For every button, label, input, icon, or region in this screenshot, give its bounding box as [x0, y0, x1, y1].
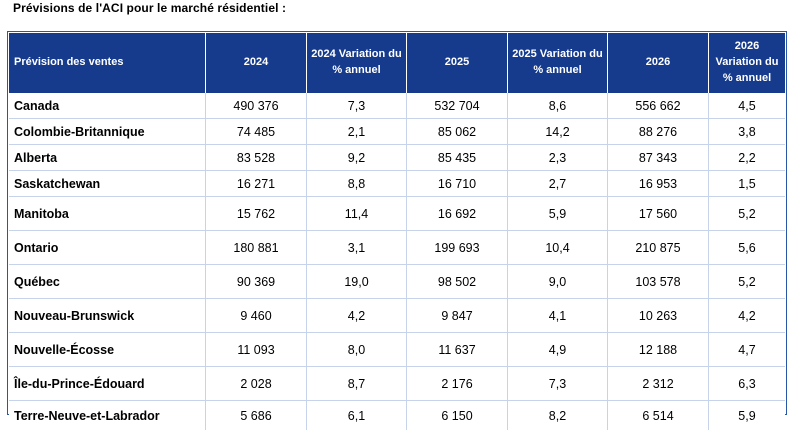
table-cell: 7,3 [508, 367, 608, 401]
table-cell: 85 435 [407, 145, 508, 171]
table-cell: 10 263 [608, 299, 709, 333]
table-cell: 4,7 [709, 333, 785, 367]
table-cell: 12 188 [608, 333, 709, 367]
table-cell: 4,9 [508, 333, 608, 367]
table-cell: 5,9 [508, 197, 608, 231]
table-cell: 88 276 [608, 119, 709, 145]
province-cell: Québec [9, 265, 206, 299]
province-cell: Nouvelle-Écosse [9, 333, 206, 367]
table-cell: 87 343 [608, 145, 709, 171]
table-cell: 210 875 [608, 231, 709, 265]
column-header: 2024 [206, 33, 307, 93]
table-cell: 8,2 [508, 401, 608, 430]
table-cell: 16 710 [407, 171, 508, 197]
table-cell: 16 271 [206, 171, 307, 197]
column-header: 2026 [608, 33, 709, 93]
table-cell: 98 502 [407, 265, 508, 299]
table-header-row: Prévision des ventes 2024 2024 Variation… [9, 33, 785, 93]
table-row: Québec 90 369 19,0 98 502 9,0 103 578 5,2 [9, 265, 785, 299]
table-cell: 7,3 [307, 93, 407, 119]
table-row: Nouveau-Brunswick 9 460 4,2 9 847 4,1 10 263 4… [9, 299, 785, 333]
table-cell: 6 514 [608, 401, 709, 430]
table-row: Saskatchewan 16 271 8,8 16 710 2,7 16 953 1,5 [9, 171, 785, 197]
table-cell: 199 693 [407, 231, 508, 265]
table-cell: 11 093 [206, 333, 307, 367]
table-cell: 2,2 [709, 145, 785, 171]
table-cell: 8,7 [307, 367, 407, 401]
column-header: 2025 Variation du % annuel [508, 33, 608, 93]
province-cell: Terre-Neuve-et-Labrador [9, 401, 206, 430]
table-cell: 1,5 [709, 171, 785, 197]
table-cell: 17 560 [608, 197, 709, 231]
province-cell: Nouveau-Brunswick [9, 299, 206, 333]
table-cell: 15 762 [206, 197, 307, 231]
table-cell: 2,1 [307, 119, 407, 145]
table-cell: 180 881 [206, 231, 307, 265]
table-row: Alberta 83 528 9,2 85 435 2,3 87 343 2,2 [9, 145, 785, 171]
province-cell: Ontario [9, 231, 206, 265]
table-cell: 74 485 [206, 119, 307, 145]
table-cell: 6,1 [307, 401, 407, 430]
table-cell: 4,1 [508, 299, 608, 333]
table-cell: 4,2 [307, 299, 407, 333]
table-cell: 2 028 [206, 367, 307, 401]
table-cell: 3,8 [709, 119, 785, 145]
table-row: Île-du-Prince-Édouard 2 028 8,7 2 176 7,3 2 3… [9, 367, 785, 401]
table-cell: 5,9 [709, 401, 785, 430]
table-row: Colombie-Britannique 74 485 2,1 85 062 14,2 8… [9, 119, 785, 145]
table-cell: 103 578 [608, 265, 709, 299]
table-cell: 556 662 [608, 93, 709, 119]
table-cell: 2 176 [407, 367, 508, 401]
table-cell: 19,0 [307, 265, 407, 299]
table-cell: 90 369 [206, 265, 307, 299]
table-cell: 9,0 [508, 265, 608, 299]
table-cell: 8,0 [307, 333, 407, 367]
province-cell: Alberta [9, 145, 206, 171]
table-cell: 6 150 [407, 401, 508, 430]
table-cell: 490 376 [206, 93, 307, 119]
province-cell: Canada [9, 93, 206, 119]
table-cell: 6,3 [709, 367, 785, 401]
table-cell: 16 953 [608, 171, 709, 197]
table-row: Ontario 180 881 3,1 199 693 10,4 210 875 5,6 [9, 231, 785, 265]
table-cell: 11,4 [307, 197, 407, 231]
table-cell: 11 637 [407, 333, 508, 367]
province-cell: Île-du-Prince-Édouard [9, 367, 206, 401]
table-cell: 2 312 [608, 367, 709, 401]
table-cell: 3,1 [307, 231, 407, 265]
table-row: Manitoba 15 762 11,4 16 692 5,9 17 560 5,2 [9, 197, 785, 231]
table-cell: 85 062 [407, 119, 508, 145]
table-cell: 2,3 [508, 145, 608, 171]
table-cell: 14,2 [508, 119, 608, 145]
table-row: Canada 490 376 7,3 532 704 8,6 556 662 4,5 [9, 93, 785, 119]
table-cell: 5,2 [709, 197, 785, 231]
table-cell: 2,7 [508, 171, 608, 197]
table-cell: 4,2 [709, 299, 785, 333]
table-cell: 10,4 [508, 231, 608, 265]
province-cell: Colombie-Britannique [9, 119, 206, 145]
table-row: Terre-Neuve-et-Labrador 5 686 6,1 6 150 8,2 6… [9, 401, 785, 430]
page-title: Prévisions de l'ACI pour le marché résid… [13, 1, 287, 15]
table-cell: 16 692 [407, 197, 508, 231]
table-cell: 9 847 [407, 299, 508, 333]
table-cell: 8,6 [508, 93, 608, 119]
column-header: Prévision des ventes [9, 33, 206, 93]
province-cell: Manitoba [9, 197, 206, 231]
table-cell: 5 686 [206, 401, 307, 430]
table-cell: 83 528 [206, 145, 307, 171]
column-header: 2024 Variation du % annuel [307, 33, 407, 93]
table-body: Canada 490 376 7,3 532 704 8,6 556 662 4,5 Colo… [9, 93, 785, 430]
table-row: Nouvelle-Écosse 11 093 8,0 11 637 4,9 12 188 4… [9, 333, 785, 367]
column-header: 2025 [407, 33, 508, 93]
table-cell: 9,2 [307, 145, 407, 171]
table-cell: 8,8 [307, 171, 407, 197]
forecast-table: Prévision des ventes 2024 2024 Variation… [9, 33, 785, 430]
table-cell: 5,6 [709, 231, 785, 265]
table-cell: 9 460 [206, 299, 307, 333]
table-cell: 4,5 [709, 93, 785, 119]
column-header: 2026 Variation du % annuel [709, 33, 785, 93]
table-cell: 5,2 [709, 265, 785, 299]
table-cell: 532 704 [407, 93, 508, 119]
province-cell: Saskatchewan [9, 171, 206, 197]
